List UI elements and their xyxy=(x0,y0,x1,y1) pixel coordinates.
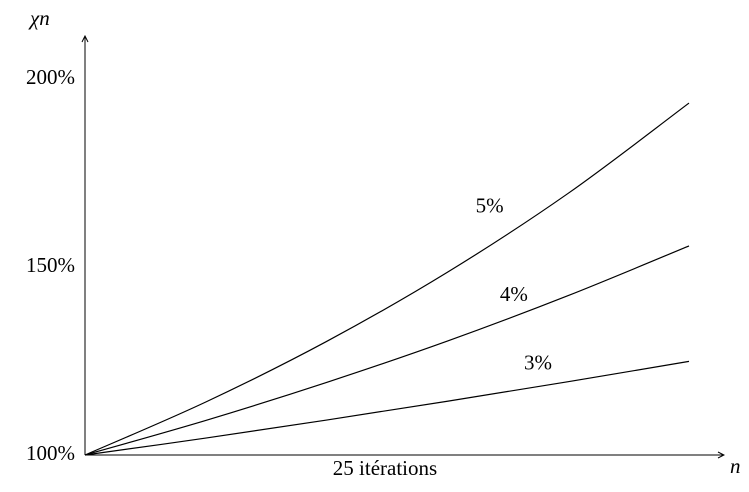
y-tick-label: 200% xyxy=(26,65,75,89)
annotation: 25 itérations xyxy=(333,456,437,480)
line xyxy=(84,245,690,456)
series-label: 5% xyxy=(476,193,504,217)
y-tick-label: 100% xyxy=(26,441,75,465)
x-axis-label: n xyxy=(730,454,741,478)
y-axis-label: χn xyxy=(28,6,50,30)
line xyxy=(84,102,690,456)
series-label: 3% xyxy=(524,351,552,375)
series-label: 4% xyxy=(500,282,528,306)
line xyxy=(84,360,690,456)
y-tick-label: 150% xyxy=(26,253,75,277)
